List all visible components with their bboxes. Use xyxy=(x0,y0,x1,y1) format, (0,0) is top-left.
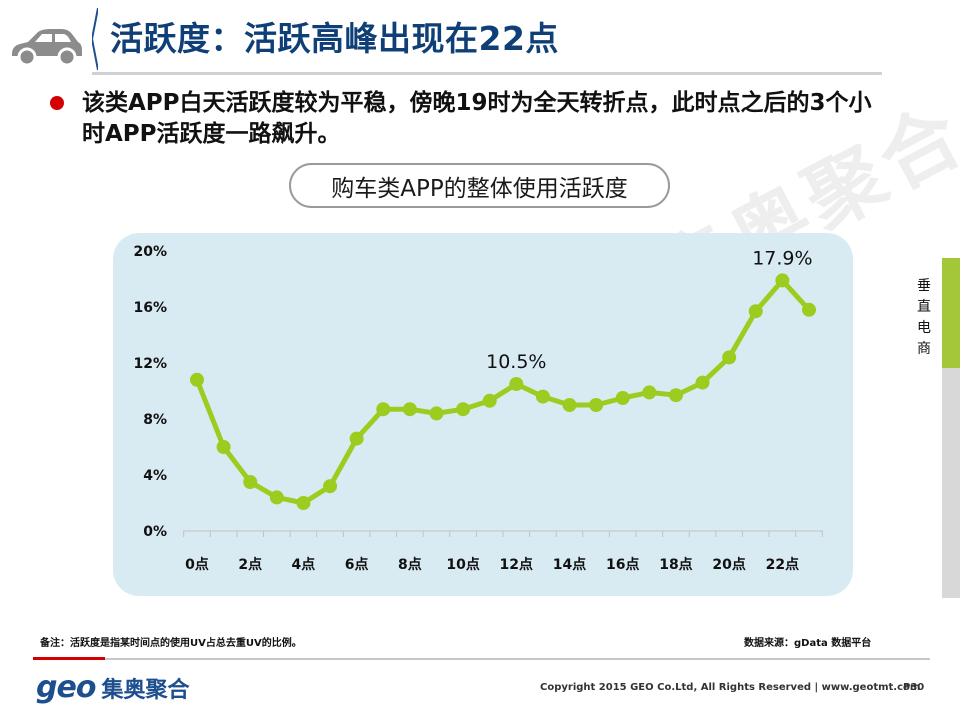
page-title: 活跃度：活跃高峰出现在22点 xyxy=(110,19,559,58)
data-point xyxy=(695,375,710,390)
x-tick-label: 8点 xyxy=(398,556,422,573)
x-tick-label: 14点 xyxy=(553,556,586,573)
logo-brand: geo xyxy=(36,670,96,705)
y-tick-label: 20% xyxy=(133,244,167,260)
bullet-text: 该类APP白天活跃度较为平稳，傍晚19时为全天转折点，此时点之后的3个小时APP… xyxy=(82,90,872,147)
page-number: P30 xyxy=(903,682,925,693)
title-divider xyxy=(92,72,882,75)
data-point xyxy=(243,475,258,489)
x-tick-label: 20点 xyxy=(712,556,745,573)
data-point xyxy=(402,402,417,417)
x-tick-label: 0点 xyxy=(185,556,209,573)
footnote: 备注：活跃度是指某时间点的使用UV占总去重UV的比例。 xyxy=(40,638,302,649)
data-point xyxy=(668,388,683,403)
x-tick-label: 6点 xyxy=(345,556,369,573)
x-tick-label: 4点 xyxy=(292,556,316,573)
y-tick-label: 16% xyxy=(133,300,167,316)
car-icon xyxy=(12,29,82,67)
side-bar-inactive xyxy=(942,368,960,598)
data-point xyxy=(323,479,338,494)
data-point xyxy=(456,402,471,417)
data-point xyxy=(775,273,790,288)
header: 活跃度：活跃高峰出现在22点 xyxy=(0,0,960,78)
x-tick-label: 22点 xyxy=(766,556,799,573)
series-line xyxy=(194,277,811,506)
x-tick-label: 2点 xyxy=(238,556,262,573)
bullet-dot xyxy=(50,96,64,110)
data-point xyxy=(589,398,604,412)
data-point xyxy=(722,350,737,365)
data-point xyxy=(296,496,311,510)
data-point xyxy=(482,393,497,408)
x-tick-label: 12点 xyxy=(500,556,533,573)
data-point xyxy=(615,391,630,405)
data-point xyxy=(748,304,763,319)
data-point xyxy=(349,431,364,446)
data-point xyxy=(429,406,444,421)
side-label: 垂直电商 xyxy=(917,278,931,357)
logo-name: 集奥聚合 xyxy=(101,678,190,703)
data-point xyxy=(562,398,577,412)
data-point xyxy=(509,377,524,391)
y-tick-label: 12% xyxy=(133,356,167,372)
footer-line xyxy=(105,658,930,660)
title-accent xyxy=(92,8,98,70)
logo: geo 集奥聚合 xyxy=(36,670,189,706)
y-tick-label: 4% xyxy=(143,468,167,484)
data-point xyxy=(802,302,816,317)
x-tick-label: 10点 xyxy=(446,556,479,573)
chart-panel: 20% 16% 12% 8% 4% 0% 0点 2点 4点 6点 8点 10点 12点 14点 16点 18点… xyxy=(113,233,853,596)
side-bar-active xyxy=(942,258,960,368)
chart-title: 购车类APP的整体使用活跃度 xyxy=(289,163,670,208)
data-label: 10.5% xyxy=(486,351,546,373)
data-point xyxy=(535,389,550,404)
copyright: Copyright 2015 GEO Co.Ltd, All Rights Re… xyxy=(540,682,921,693)
x-tick-label: 18点 xyxy=(659,556,692,573)
x-tick-label: 16点 xyxy=(606,556,639,573)
line-chart: 20% 16% 12% 8% 4% 0% 0点 2点 4点 6点 8点 10点 12点 14点 16点 18点… xyxy=(133,244,823,573)
data-source: 数据来源：gData 数据平台 xyxy=(744,638,872,649)
data-label: 17.9% xyxy=(752,247,812,269)
data-point xyxy=(216,440,231,454)
footer-accent-line xyxy=(33,657,105,660)
data-point xyxy=(269,490,284,505)
data-point xyxy=(190,372,204,387)
y-tick-label: 8% xyxy=(143,412,167,428)
data-point xyxy=(376,402,391,417)
y-tick-label: 0% xyxy=(143,524,167,540)
data-point xyxy=(642,385,657,400)
